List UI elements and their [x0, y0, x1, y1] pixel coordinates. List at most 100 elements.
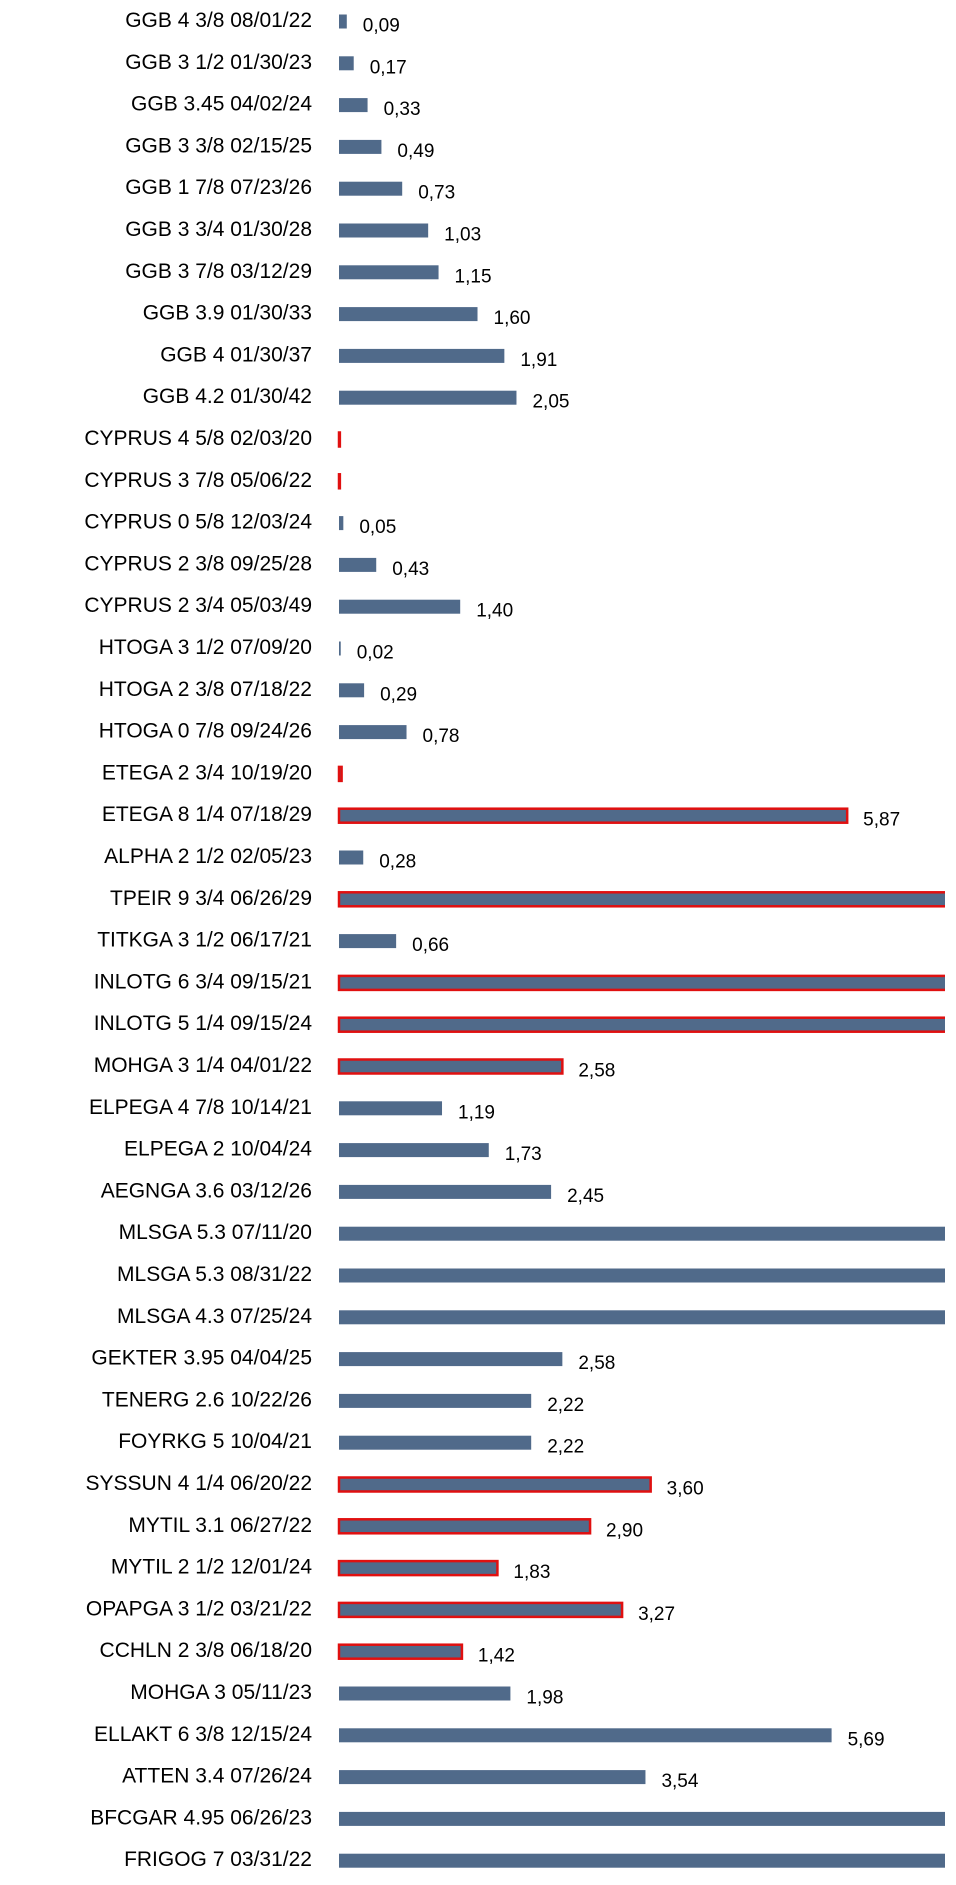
y-tick-label: MYTIL 3.1 06/27/22	[128, 1514, 312, 1537]
value-label: 1,91	[520, 350, 557, 371]
bar	[337, 1518, 592, 1535]
bar	[337, 974, 945, 992]
bar	[339, 850, 364, 865]
bar	[339, 641, 341, 656]
bar	[339, 56, 354, 71]
value-label: 0,66	[412, 935, 449, 956]
y-tick-label: CYPRUS 2 3/8 09/25/28	[84, 552, 312, 575]
bar	[339, 139, 382, 154]
y-tick-label: ELPEGA 2 10/04/24	[124, 1138, 312, 1161]
bar	[337, 891, 945, 908]
bar	[339, 1811, 945, 1826]
bar	[339, 1268, 945, 1283]
value-label: 3,60	[667, 1479, 704, 1500]
y-tick-label: GEKTER 3.95 04/04/25	[91, 1347, 312, 1370]
y-tick-label: ELPEGA 4 7/8 10/14/21	[89, 1096, 312, 1119]
bar	[339, 1143, 489, 1158]
bar	[339, 1686, 511, 1701]
bar	[339, 1435, 532, 1450]
y-tick-label: FRIGOG 7 03/31/22	[124, 1848, 312, 1871]
bar	[339, 1226, 945, 1241]
value-label: 1,42	[478, 1646, 515, 1667]
y-tick-label: MLSGA 4.3 07/25/24	[117, 1305, 312, 1328]
y-tick-label: ATTEN 3.4 07/26/24	[122, 1765, 312, 1788]
bar	[337, 1601, 624, 1619]
bar	[339, 557, 377, 572]
bar	[339, 1853, 945, 1868]
y-tick-label: GGB 4.2 01/30/42	[143, 385, 312, 408]
value-label: 1,19	[458, 1102, 495, 1123]
y-tick-label: ELLAKT 6 3/8 12/15/24	[94, 1723, 312, 1746]
y-tick-label: GGB 3 7/8 03/12/29	[125, 260, 312, 283]
y-tick-label: MOHGA 3 1/4 04/01/22	[94, 1054, 312, 1077]
value-label: 1,98	[526, 1688, 563, 1709]
value-label: 0,43	[392, 559, 429, 580]
bar	[337, 1476, 652, 1493]
y-tick-label: SYSSUN 4 1/4 06/20/22	[86, 1472, 312, 1495]
y-tick-label: TENERG 2.6 10/22/26	[102, 1388, 312, 1411]
y-tick-label: TPEIR 9 3/4 06/26/29	[110, 887, 312, 910]
bar	[339, 265, 439, 280]
bar	[337, 473, 342, 490]
y-tick-label: MLSGA 5.3 08/31/22	[117, 1263, 312, 1286]
bar	[339, 1352, 563, 1367]
value-label: 0,49	[397, 141, 434, 162]
value-label: 0,09	[363, 16, 400, 37]
bar	[339, 181, 403, 196]
value-label: 1,15	[455, 266, 492, 287]
bar	[339, 1310, 945, 1325]
y-tick-label: ETEGA 2 3/4 10/19/20	[102, 761, 312, 784]
bar	[339, 348, 505, 363]
value-label: 3,27	[638, 1604, 675, 1625]
y-tick-label: HTOGA 2 3/8 07/18/22	[99, 678, 312, 701]
value-label: 0,33	[384, 99, 421, 120]
y-tick-label: ALPHA 2 1/2 02/05/23	[104, 845, 312, 868]
value-label: 0,28	[379, 852, 416, 873]
bar	[339, 390, 517, 405]
value-label: 3,54	[661, 1771, 698, 1792]
value-label: 2,90	[606, 1520, 643, 1541]
y-tick-label: GGB 4 3/8 08/01/22	[125, 9, 312, 32]
y-tick-label: OPAPGA 3 1/2 03/21/22	[86, 1597, 312, 1620]
value-label: 0,05	[359, 517, 396, 538]
bar	[339, 599, 461, 614]
y-tick-label: CCHLN 2 3/8 06/18/20	[100, 1639, 312, 1662]
value-label: 0,73	[418, 183, 455, 204]
bar	[339, 934, 397, 949]
bar	[339, 307, 478, 322]
bar	[339, 223, 429, 238]
y-tick-label: MOHGA 3 05/11/23	[130, 1681, 312, 1704]
y-tick-label: CYPRUS 3 7/8 05/06/22	[84, 469, 312, 492]
bar	[339, 1184, 552, 1199]
y-tick-label: AEGNGA 3.6 03/12/26	[101, 1179, 312, 1202]
y-tick-label: ETEGA 8 1/4 07/18/29	[102, 803, 312, 826]
value-label: 2,22	[547, 1395, 584, 1416]
y-tick-label: TITKGA 3 1/2 06/17/21	[97, 929, 312, 952]
bar	[339, 1770, 646, 1785]
value-label: 2,45	[567, 1186, 604, 1207]
value-label: 5,87	[863, 810, 900, 831]
value-label: 1,03	[444, 225, 481, 246]
y-tick-label: HTOGA 3 1/2 07/09/20	[99, 636, 312, 659]
y-tick-label: GGB 3 3/8 02/15/25	[125, 134, 312, 157]
bar	[337, 765, 343, 783]
y-tick-label: GGB 4 01/30/37	[160, 343, 312, 366]
value-label: 0,17	[370, 57, 407, 78]
bar	[339, 1393, 532, 1408]
bar	[337, 1058, 564, 1075]
y-tick-label: GGB 3.9 01/30/33	[143, 302, 312, 325]
value-label: 2,22	[547, 1437, 584, 1458]
value-label: 5,69	[848, 1729, 885, 1750]
value-label: 1,60	[494, 308, 531, 329]
value-label: 1,40	[476, 601, 513, 622]
y-tick-label: MYTIL 2 1/2 12/01/24	[111, 1556, 313, 1579]
plot-area	[337, 14, 945, 1868]
value-label: 1,73	[505, 1144, 542, 1165]
bar	[337, 1643, 464, 1660]
y-tick-label: HTOGA 0 7/8 09/24/26	[99, 720, 312, 743]
bar	[339, 1728, 832, 1743]
bar	[339, 516, 344, 531]
y-tick-label: MLSGA 5.3 07/11/20	[119, 1221, 312, 1244]
y-tick-label: CYPRUS 4 5/8 02/03/20	[84, 427, 312, 450]
